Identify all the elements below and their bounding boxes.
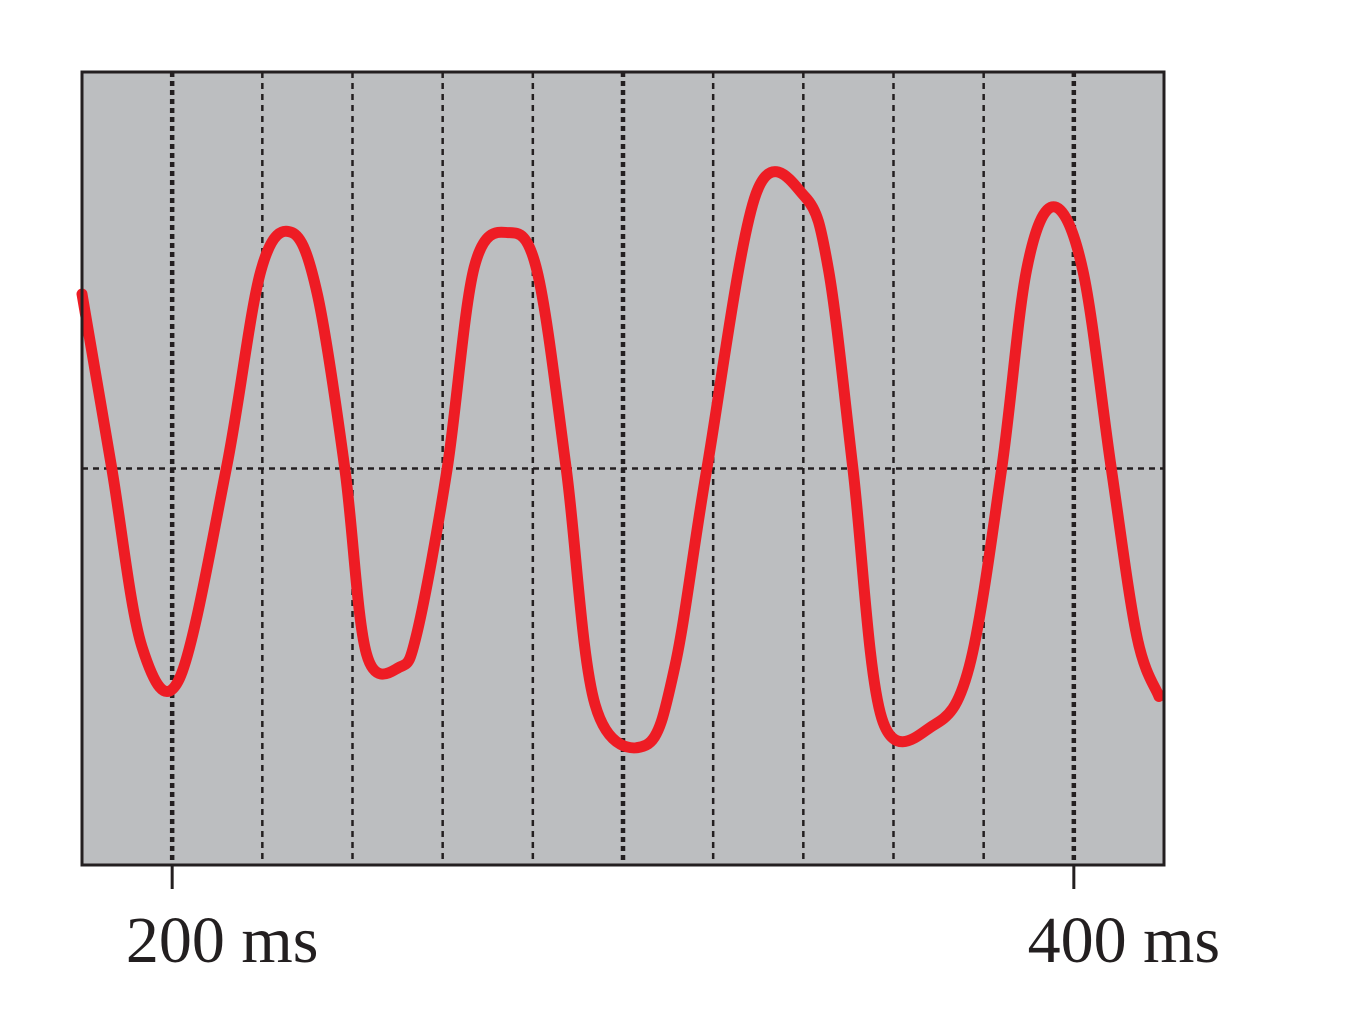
signal-trace <box>76 166 1165 754</box>
x-axis-ticks: 200 ms 400 ms <box>126 865 1220 977</box>
plot-frame <box>80 70 1166 867</box>
x-tick-label: 200 ms <box>126 904 319 977</box>
x-tick-label: 400 ms <box>1028 904 1221 977</box>
